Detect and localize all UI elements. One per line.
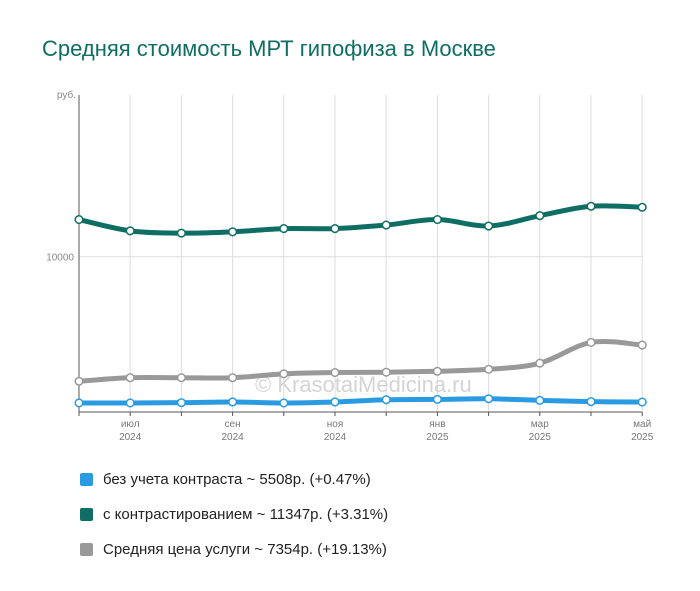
data-point	[279, 369, 289, 379]
x-tick-month: ноя	[327, 419, 344, 430]
data-point	[176, 398, 186, 408]
x-tick-labels: июл 2024 сен 2024 ноя 2024 янв 2025 мар 2025 май 20…	[119, 419, 654, 443]
legend-label: с контрастированием ~ 11347р. (+3.31%)	[103, 506, 389, 523]
data-point	[586, 201, 596, 211]
data-point	[381, 367, 391, 377]
data-point	[432, 366, 442, 376]
data-point	[279, 224, 289, 234]
chart-title: Средняя стоимость МРТ гипофиза в Москве	[42, 36, 496, 61]
data-point	[432, 394, 442, 404]
legend-swatch	[80, 543, 93, 556]
data-point	[381, 220, 391, 230]
data-point	[228, 397, 238, 407]
series-1	[74, 201, 647, 238]
data-point	[74, 214, 84, 225]
data-point	[432, 214, 442, 225]
x-tick-year: 2024	[221, 432, 244, 443]
legend-swatch	[80, 473, 93, 486]
grid	[78, 95, 643, 412]
series-2	[74, 337, 647, 386]
x-tick-month: мар	[531, 419, 549, 430]
legend-label: Средняя цена услуги ~ 7354р. (+19.13%)	[103, 541, 387, 558]
legend: без учета контраста ~ 5508р. (+0.47%) с …	[80, 462, 388, 567]
data-point	[125, 373, 135, 383]
legend-item-average-price[interactable]: Средняя цена услуги ~ 7354р. (+19.13%)	[80, 532, 388, 567]
data-point	[125, 398, 135, 408]
data-point	[381, 395, 391, 405]
data-point	[176, 373, 186, 383]
x-tick-year: 2025	[529, 432, 552, 443]
data-point	[484, 394, 494, 404]
data-point	[330, 367, 340, 378]
x-tick-month: янв	[429, 419, 445, 430]
x-tick-year: 2025	[631, 432, 654, 443]
x-tick-year: 2024	[324, 432, 347, 443]
x-tick-year: 2025	[426, 432, 449, 443]
y-tick-label: 10000	[46, 253, 74, 264]
series-lines	[74, 201, 647, 408]
x-tick-month: сен	[225, 419, 241, 430]
data-point	[637, 397, 647, 407]
legend-swatch	[80, 508, 93, 521]
data-point	[484, 364, 494, 374]
data-point	[228, 373, 238, 383]
legend-item-no-contrast[interactable]: без учета контраста ~ 5508р. (+0.47%)	[80, 462, 388, 497]
data-point	[535, 211, 545, 221]
data-point	[74, 398, 84, 408]
data-point	[279, 398, 289, 408]
line-chart: руб. 10000 июл 2024 сен 2024 ноя 2024 янв 2025 м…	[46, 89, 654, 443]
watermark: © KrasotaiMedicina.ru	[255, 372, 472, 397]
data-point	[228, 227, 238, 237]
data-point	[535, 358, 545, 368]
data-point	[74, 376, 84, 386]
x-tick-month: май	[633, 419, 651, 430]
data-point	[586, 397, 596, 407]
legend-label: без учета контраста ~ 5508р. (+0.47%)	[103, 471, 371, 488]
x-tick-year: 2024	[119, 432, 142, 443]
data-point	[125, 226, 135, 236]
data-point	[176, 228, 186, 238]
series-line	[76, 396, 645, 406]
y-axis-unit-label: руб.	[57, 89, 76, 101]
data-point	[330, 397, 340, 407]
axes	[78, 95, 643, 416]
data-point	[637, 202, 647, 212]
legend-item-with-contrast[interactable]: с контрастированием ~ 11347р. (+3.31%)	[80, 497, 388, 532]
series-0	[74, 394, 647, 408]
data-point	[330, 224, 340, 234]
data-point	[535, 395, 545, 405]
y-tick-labels: 10000	[46, 253, 74, 264]
x-tick-month: июл	[121, 419, 140, 430]
data-point	[484, 221, 494, 231]
data-point	[586, 337, 596, 348]
series-line	[76, 203, 645, 236]
data-point	[637, 340, 647, 350]
